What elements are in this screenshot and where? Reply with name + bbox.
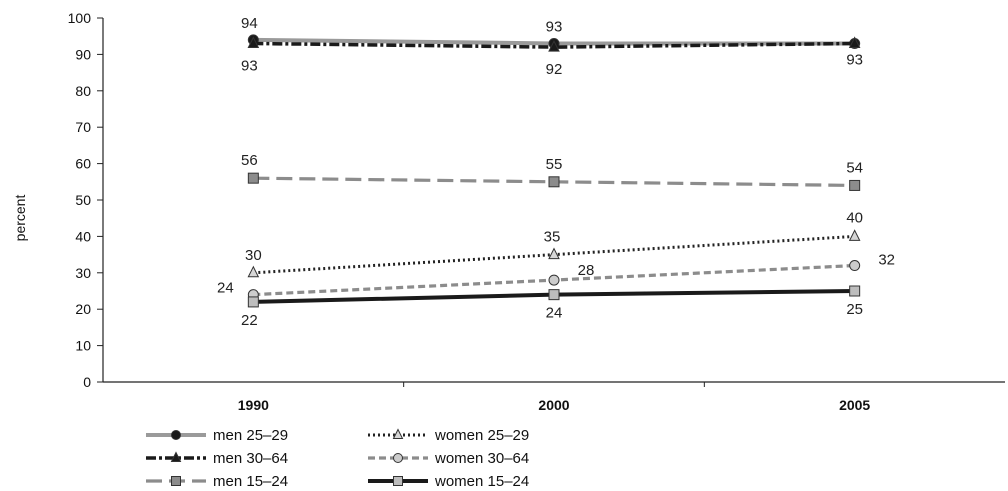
- legend-item: men 30–64: [146, 450, 288, 467]
- y-tick-label: 0: [83, 374, 91, 390]
- legend-label: women 15–24: [434, 473, 529, 490]
- legend-marker: [393, 453, 403, 463]
- data-point: [247, 265, 260, 278]
- data-label: 54: [846, 159, 863, 176]
- legend-marker: [393, 476, 403, 486]
- y-tick-label: 90: [75, 46, 91, 62]
- data-label: 93: [241, 57, 258, 74]
- data-label: 93: [846, 51, 863, 68]
- data-point: [548, 40, 560, 52]
- data-label: 30: [245, 247, 262, 264]
- data-label: 56: [241, 152, 258, 169]
- data-point: [247, 296, 259, 308]
- legend-label: women 30–64: [434, 450, 529, 467]
- data-point: [849, 260, 861, 272]
- data-point: [849, 285, 861, 297]
- data-point: [849, 179, 861, 191]
- data-point: [848, 229, 861, 241]
- y-tick-label: 10: [75, 338, 91, 354]
- data-label: 40: [846, 209, 863, 226]
- legend-marker: [171, 430, 181, 440]
- data-point: [548, 247, 560, 260]
- legend-marker: [392, 428, 404, 439]
- legend-marker: [171, 476, 181, 486]
- y-tick-label: 60: [75, 156, 91, 172]
- y-tick-label: 80: [75, 83, 91, 99]
- y-axis-label: percent: [12, 195, 28, 242]
- data-label: 94: [241, 15, 258, 32]
- data-point: [247, 36, 260, 48]
- legend-item: men 25–29: [146, 427, 288, 444]
- x-tick-label: 2000: [538, 397, 569, 413]
- legend-marker: [170, 451, 182, 462]
- data-label: 93: [546, 18, 563, 35]
- data-point: [548, 176, 560, 188]
- data-label: 32: [878, 252, 895, 269]
- legend-label: men 30–64: [213, 450, 288, 467]
- y-tick-label: 70: [75, 119, 91, 135]
- legend-label: men 15–24: [213, 473, 288, 490]
- legend-label: men 25–29: [213, 427, 288, 444]
- data-point: [548, 274, 560, 286]
- legend-item: men 15–24: [146, 473, 288, 490]
- data-point: [247, 172, 259, 184]
- data-label: 24: [546, 305, 563, 322]
- x-tick-label: 2005: [839, 397, 870, 413]
- data-label: 22: [241, 312, 258, 329]
- data-point: [848, 36, 861, 48]
- legend-item: women 15–24: [368, 473, 529, 490]
- data-label: 24: [217, 280, 234, 297]
- y-tick-label: 20: [75, 301, 91, 317]
- data-label: 92: [546, 61, 563, 78]
- data-label: 35: [544, 229, 561, 246]
- legend-item: women 30–64: [368, 450, 529, 467]
- legend-item: women 25–29: [368, 427, 529, 444]
- data-label: 55: [546, 156, 563, 173]
- legend-label: women 25–29: [434, 427, 529, 444]
- x-tick-label: 1990: [238, 397, 269, 413]
- data-label: 25: [846, 301, 863, 318]
- y-tick-label: 40: [75, 228, 91, 244]
- data-point: [548, 289, 560, 301]
- data-label: 28: [578, 262, 595, 279]
- y-tick-label: 100: [68, 10, 92, 26]
- y-tick-label: 30: [75, 265, 91, 281]
- y-tick-label: 50: [75, 192, 91, 208]
